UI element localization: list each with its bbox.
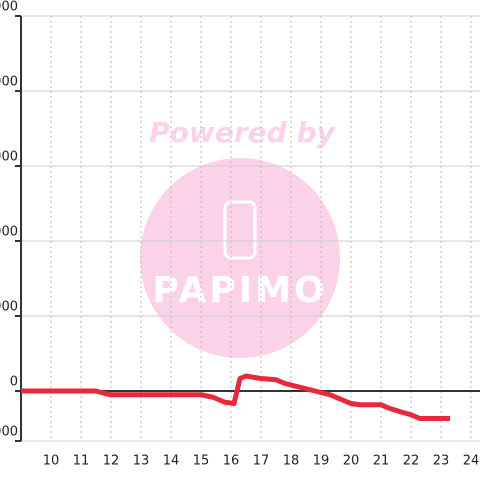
x-tick-label: 21 <box>373 454 390 469</box>
watermark-phone <box>223 200 257 260</box>
x-tick-label: 15 <box>193 454 210 469</box>
x-tick-label: 18 <box>283 454 300 469</box>
x-tick-label: 12 <box>103 454 120 469</box>
x-tick-label: 13 <box>133 454 150 469</box>
x-tick-label: 11 <box>73 454 90 469</box>
x-tick-label: 17 <box>253 454 270 469</box>
y-tick-label: 60,000 <box>0 225 18 240</box>
x-tick-label: 23 <box>433 454 450 469</box>
y-tick-label: 90,000 <box>0 150 18 165</box>
y-tick-label: 30,000 <box>0 300 18 315</box>
y-tick-label: 150,000 <box>0 0 18 15</box>
x-tick-label: 22 <box>403 454 420 469</box>
x-tick-label: 16 <box>223 454 240 469</box>
x-tick-label: 14 <box>163 454 180 469</box>
watermark-text: Powered by <box>149 116 336 149</box>
y-tick-label: 0 <box>10 375 18 390</box>
x-tick-label: 20 <box>343 454 360 469</box>
watermark-logo: PAPIMO <box>152 270 327 311</box>
y-tick-label: 120,000 <box>0 75 18 90</box>
x-tick-label: 24 <box>463 454 480 469</box>
y-tick-label: -20,000 <box>0 425 18 440</box>
x-tick-label: 10 <box>43 454 60 469</box>
x-tick-label: 19 <box>313 454 330 469</box>
data-line <box>21 373 450 421</box>
